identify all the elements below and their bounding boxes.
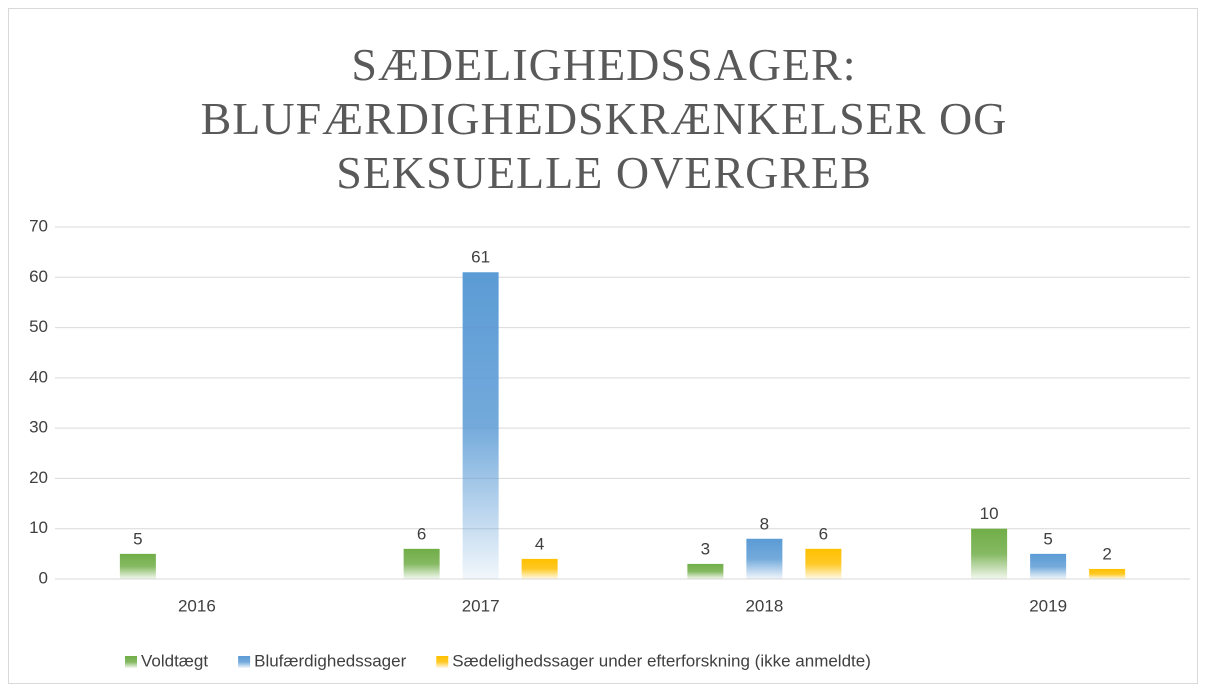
chart-title: SÆDELIGHEDSSAGER: BLUFÆRDIGHEDSKRÆNKELSE…: [200, 39, 1008, 198]
y-tick-label: 0: [39, 568, 48, 587]
data-label: 5: [1043, 529, 1052, 548]
data-label: 6: [417, 524, 426, 543]
bar: [1030, 553, 1067, 579]
bar: [119, 553, 156, 579]
x-tick-label: 2018: [745, 596, 783, 615]
chart-frame: [8, 8, 1198, 684]
y-tick-label: 50: [29, 317, 48, 336]
x-tick-label: 2017: [462, 596, 500, 615]
data-label: 3: [701, 539, 710, 558]
legend-label: Blufærdighedssager: [254, 651, 406, 670]
bar: [971, 528, 1008, 579]
data-label: 8: [760, 514, 769, 533]
bar: [1089, 568, 1126, 579]
data-label: 10: [980, 504, 999, 523]
data-label: 2: [1102, 544, 1111, 563]
y-tick-label: 20: [29, 468, 48, 487]
y-tick-label: 60: [29, 267, 48, 286]
legend-label: Sædelighedssager under efterforskning (i…: [452, 651, 871, 670]
y-tick-label: 10: [29, 518, 48, 537]
y-tick-label: 70: [29, 216, 48, 235]
data-label: 61: [471, 248, 490, 267]
y-tick-label: 30: [29, 418, 48, 437]
bar: [687, 563, 724, 579]
data-label: 5: [133, 529, 142, 548]
bar: [746, 538, 783, 579]
data-label: 4: [535, 534, 544, 553]
bar: [521, 558, 558, 579]
data-label: 6: [819, 524, 828, 543]
legend-swatch: [238, 656, 251, 668]
bar: [403, 548, 440, 579]
legend-label: Voldtægt: [141, 651, 208, 670]
y-tick-label: 40: [29, 367, 48, 386]
x-tick-label: 2016: [178, 596, 216, 615]
legend-swatch: [436, 656, 449, 668]
bar: [462, 272, 499, 579]
bar: [805, 548, 842, 579]
legend-swatch: [125, 656, 137, 668]
x-tick-label: 2019: [1029, 596, 1067, 615]
